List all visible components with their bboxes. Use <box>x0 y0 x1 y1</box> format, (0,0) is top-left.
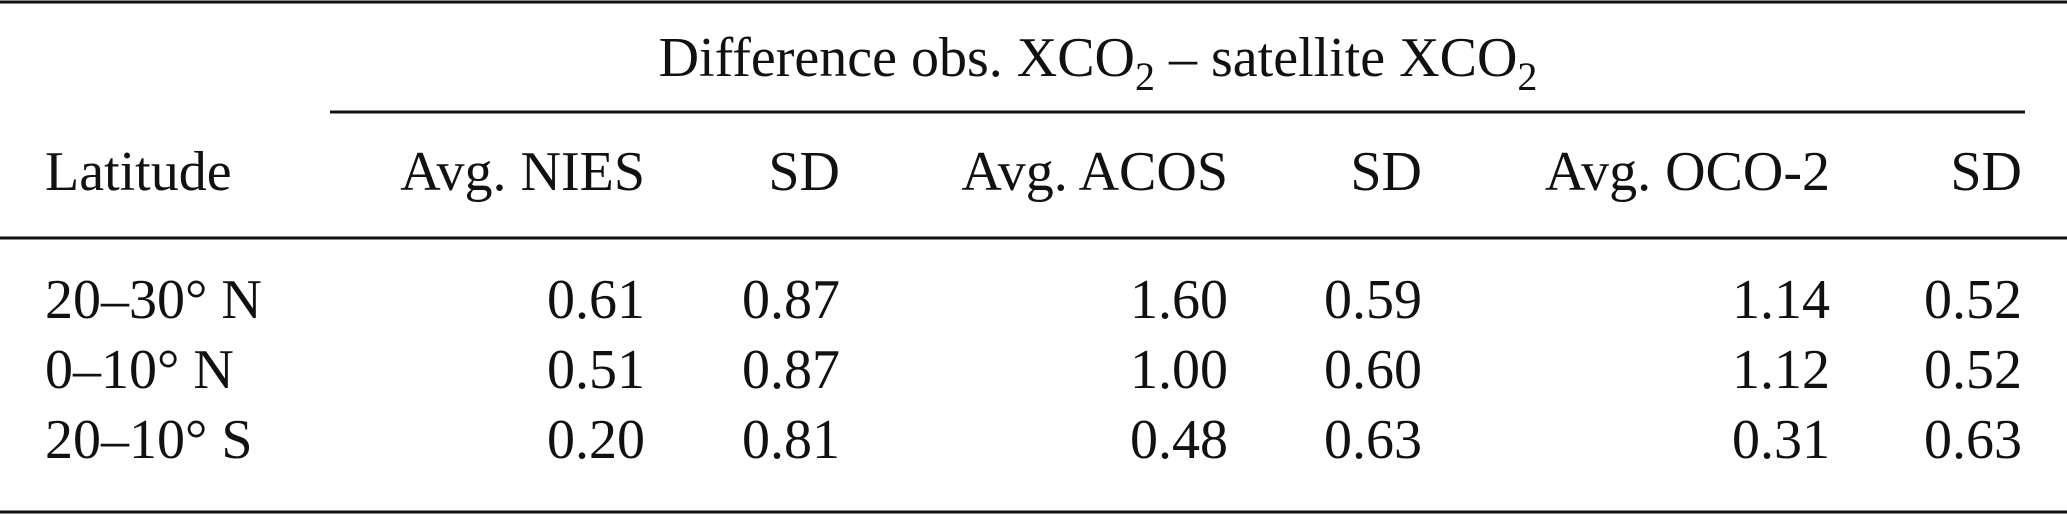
cell: 1.14 <box>1732 269 1830 331</box>
cell: 0.60 <box>1324 339 1422 401</box>
cell: 0.52 <box>1924 339 2022 401</box>
cell: 0.31 <box>1732 409 1830 471</box>
row-label: 20–10° S <box>45 409 253 471</box>
column-header: Latitude <box>45 141 232 203</box>
spanner-text: – satellite XCO <box>1155 27 1517 89</box>
subscript: 2 <box>1517 54 1537 99</box>
cell: 0.63 <box>1324 409 1422 471</box>
column-header: SD <box>1950 141 2022 203</box>
column-header: SD <box>1350 141 1422 203</box>
spanner-heading: Difference obs. XCO2 – satellite XCO2 <box>659 27 1538 99</box>
cell: 1.00 <box>1130 339 1228 401</box>
column-header: Avg. ACOS <box>961 141 1228 203</box>
cell: 0.20 <box>547 409 645 471</box>
row-label: 0–10° N <box>45 339 234 401</box>
cell: 1.60 <box>1130 269 1228 331</box>
cell: 0.59 <box>1324 269 1422 331</box>
cell: 0.51 <box>547 339 645 401</box>
column-header: Avg. NIES <box>400 141 645 203</box>
column-header: SD <box>768 141 840 203</box>
cell: 1.12 <box>1732 339 1830 401</box>
subscript: 2 <box>1135 54 1155 99</box>
cell: 0.81 <box>742 409 840 471</box>
cell: 0.63 <box>1924 409 2022 471</box>
spanner-text: Difference obs. XCO <box>659 27 1135 89</box>
cell: 0.48 <box>1130 409 1228 471</box>
cell: 0.52 <box>1924 269 2022 331</box>
row-label: 20–30° N <box>45 269 262 331</box>
cell: 0.87 <box>742 339 840 401</box>
cell: 0.87 <box>742 269 840 331</box>
column-header: Avg. OCO-2 <box>1545 141 1830 203</box>
cell: 0.61 <box>547 269 645 331</box>
